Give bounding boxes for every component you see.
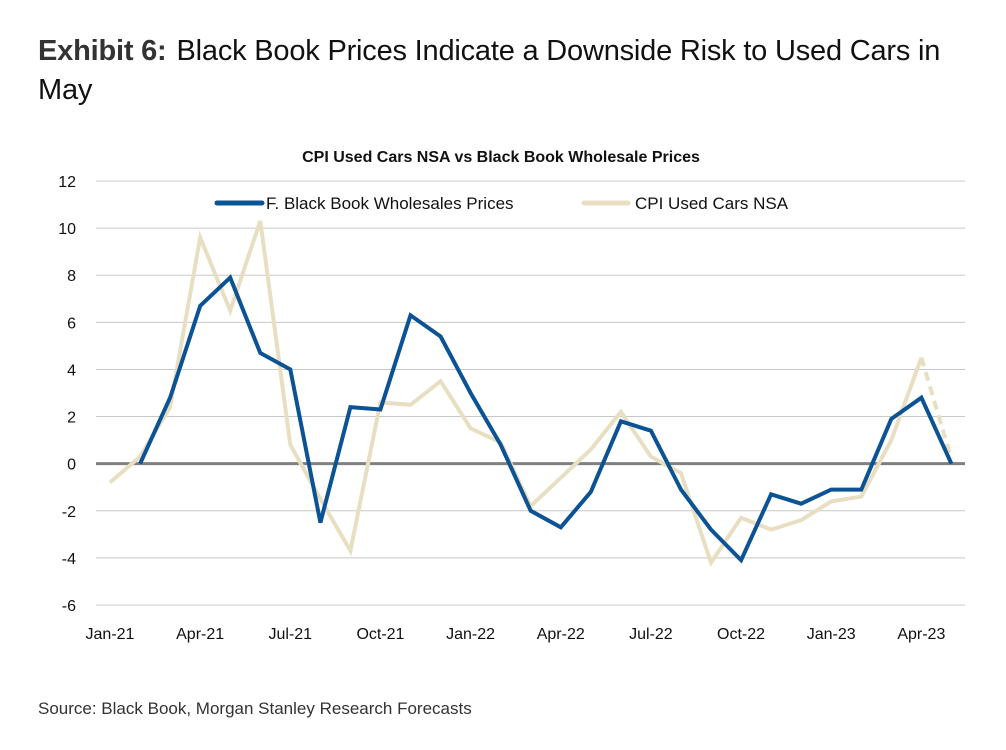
x-tick-label: Jan-23: [807, 626, 856, 643]
series-line: [138, 274, 954, 564]
x-tick-label: Apr-23: [897, 626, 945, 643]
y-tick-label: 0: [67, 457, 76, 474]
y-tick-label: 12: [58, 174, 76, 191]
x-tick-label: Jan-21: [86, 626, 135, 643]
x-axis-ticks: Jan-21 Apr-21 Jul-21 Oct-21 Jan-22 Apr-22 Jul-…: [86, 626, 946, 643]
legend: F. Black Book Wholesales Prices CPI Used…: [214, 194, 789, 213]
source-note: Source: Black Book, Morgan Stanley Resea…: [38, 699, 472, 718]
exhibit-title-text: Black Book Prices Indicate a Downside Ri…: [38, 35, 941, 106]
series-black-book: [138, 274, 954, 564]
x-tick-label: Oct-22: [717, 626, 765, 643]
y-tick-label: 2: [67, 410, 76, 427]
y-tick-label: 10: [58, 221, 76, 238]
y-tick-label: -2: [62, 504, 76, 521]
y-axis-ticks: -6 -4 -2 0 2 4 6 8 10 12: [58, 174, 76, 615]
legend-label-cpi: CPI Used Cars NSA: [635, 194, 789, 213]
exhibit-label: Exhibit 6:: [38, 35, 167, 67]
x-tick-label: Jan-22: [446, 626, 495, 643]
exhibit-title: Exhibit 6: Black Book Prices Indicate a D…: [38, 32, 978, 110]
series-group: [108, 220, 954, 568]
x-tick-label: Jul-22: [629, 626, 673, 643]
line-chart: CPI Used Cars NSA vs Black Book Wholesal…: [58, 149, 965, 643]
chart-title: CPI Used Cars NSA vs Black Book Wholesal…: [302, 149, 700, 166]
x-tick-label: Apr-22: [537, 626, 585, 643]
grid-lines: [96, 180, 965, 606]
y-tick-label: 4: [67, 362, 76, 379]
y-tick-label: -6: [62, 598, 76, 615]
y-tick-label: -4: [62, 551, 76, 568]
legend-label-black-book: F. Black Book Wholesales Prices: [266, 194, 514, 213]
forecast-line: [919, 357, 954, 460]
x-tick-label: Apr-21: [176, 626, 224, 643]
series-line: [108, 220, 924, 568]
x-tick-label: Oct-21: [356, 626, 404, 643]
y-tick-label: 6: [67, 315, 76, 332]
x-tick-label: Jul-21: [269, 626, 313, 643]
y-tick-label: 8: [67, 268, 76, 285]
